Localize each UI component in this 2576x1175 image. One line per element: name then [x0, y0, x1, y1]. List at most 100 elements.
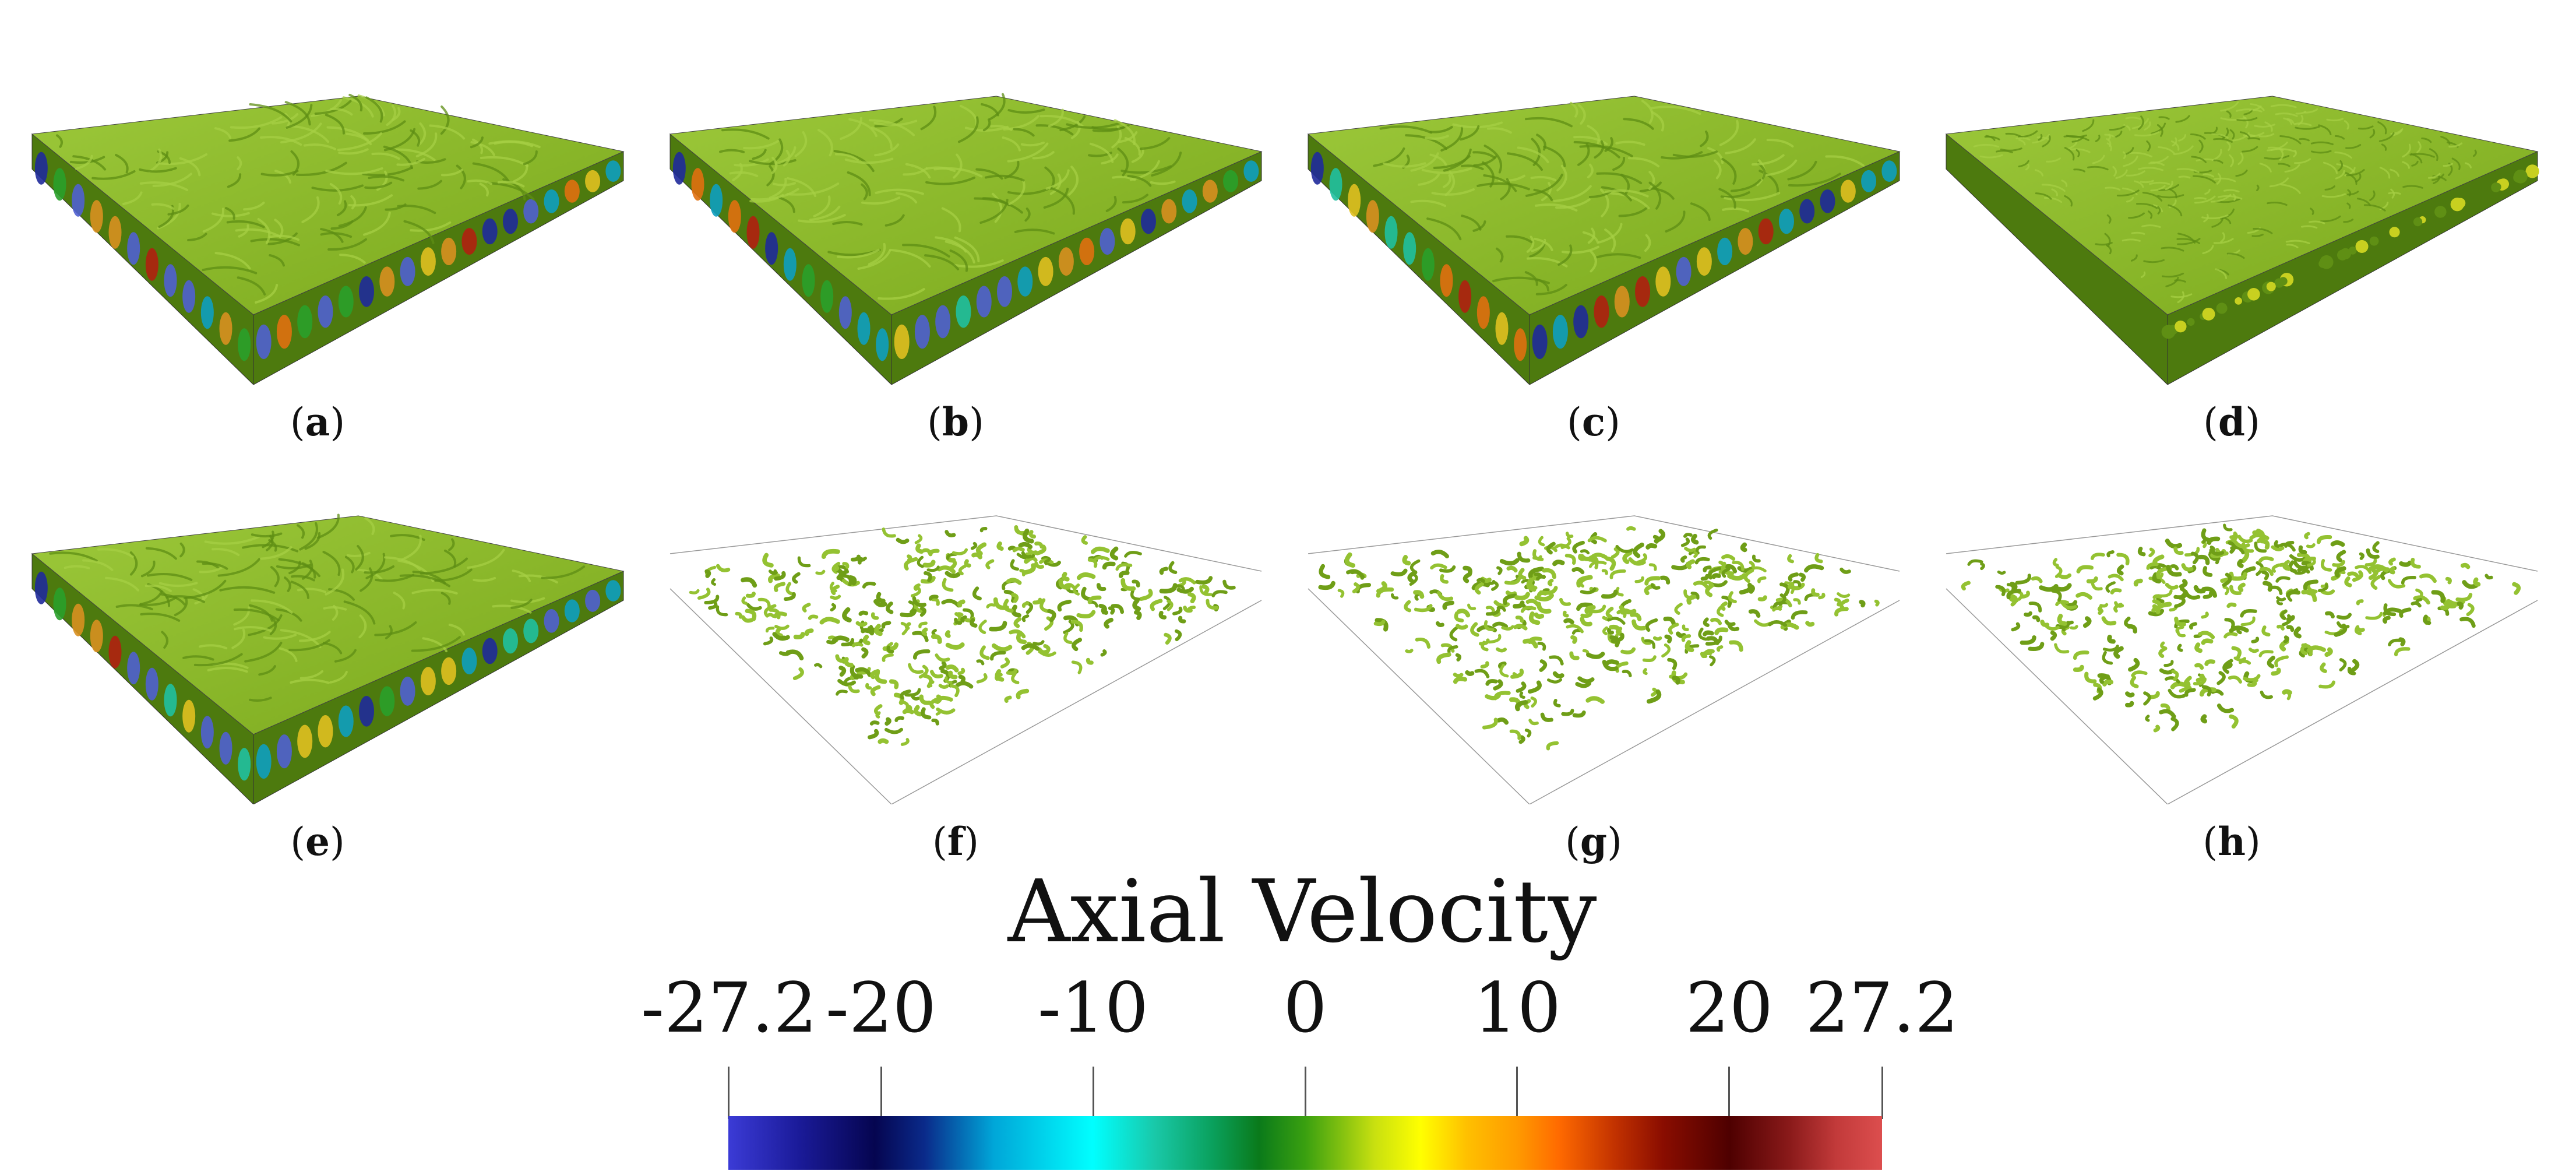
vortex-structure: [2168, 688, 2186, 699]
vortex-structure: [2224, 618, 2235, 629]
vortex-structure: [2113, 603, 2123, 613]
vortex-structure: [1013, 617, 1022, 628]
vortex-cell: [1384, 216, 1398, 249]
vortex-cell: [420, 667, 436, 695]
vortex-cell: [145, 248, 158, 281]
vortex-structure: [2060, 601, 2077, 610]
surface-ridge: [1722, 207, 1750, 213]
vortex-structure: [1439, 565, 1456, 573]
surface-ridge: [284, 576, 291, 592]
vortex-structure: [2216, 671, 2226, 685]
vortex-structure: [1176, 586, 1194, 594]
surface-ridge: [1587, 163, 1594, 178]
vortex-structure: [991, 643, 1013, 652]
surface-ridge: [2324, 185, 2335, 191]
vortex-structure: [1622, 670, 1632, 677]
vortex-structure: [2293, 560, 2310, 570]
surface-ridge: [2335, 170, 2345, 180]
colorbar-tick-label: 20: [1685, 968, 1774, 1048]
surface-ridge: [1730, 178, 1761, 192]
vortex-structure: [835, 654, 847, 663]
surface-ridge: [2108, 133, 2111, 140]
vortex-structure: [2306, 543, 2316, 548]
surface-ridge: [832, 220, 863, 226]
vortex-structure: [2165, 582, 2179, 590]
vortex-structure: [919, 606, 926, 617]
vortex-structure: [1609, 569, 1626, 579]
vortex-structure: [914, 534, 923, 544]
vortex-structure: [1645, 543, 1658, 550]
vortex-structure: [1576, 575, 1593, 588]
surface-ridge: [2443, 163, 2453, 167]
surface-ridge: [2253, 227, 2273, 234]
vortex-cell: [1202, 180, 1218, 203]
surface-ridge: [299, 670, 324, 680]
surface-ridge: [2264, 154, 2290, 160]
vortex-cell: [1799, 199, 1815, 224]
vortex-structure: [1035, 544, 1046, 555]
vortex-structure: [2209, 548, 2225, 556]
surface-ridge: [861, 183, 868, 200]
vortex-structure: [1529, 575, 1538, 590]
surface-ridge: [2177, 238, 2201, 245]
vortex-structure: [1376, 581, 1387, 594]
vortex-structure: [1058, 578, 1071, 590]
surface-ridge: [348, 194, 393, 207]
turbulent-cell: [2247, 287, 2260, 301]
caption-h: (h): [2203, 819, 2261, 864]
surface-ridge: [364, 517, 375, 535]
surface-ridge: [2310, 141, 2334, 146]
vortex-structure: [2194, 663, 2204, 670]
vortex-structure: [958, 564, 967, 576]
vortex-cell: [1348, 184, 1361, 217]
vortex-cell: [1758, 218, 1774, 245]
vortex-cell: [359, 276, 375, 307]
vortex-structure: [2145, 715, 2150, 722]
vortex-cell: [1079, 237, 1095, 266]
vortex-structure: [1211, 590, 1228, 597]
vortex-structure: [900, 621, 909, 635]
vortex-structure: [1650, 687, 1658, 697]
vortex-structure: [1620, 647, 1636, 655]
vortex-structure: [2193, 585, 2206, 594]
surface-ridge: [1596, 253, 1641, 259]
surface-ridge: [1014, 228, 1055, 235]
vortex-cell: [1778, 209, 1794, 234]
turbulent-cell: [2493, 182, 2501, 191]
surface-ridge: [1543, 145, 1566, 167]
surface-ridge: [2215, 268, 2228, 279]
surface-ridge: [2251, 234, 2264, 237]
vortex-structure: [1818, 593, 1826, 600]
vortex-structure: [869, 720, 880, 726]
caption-g: (g): [1565, 819, 1622, 864]
vortex-structure: [1496, 566, 1503, 575]
vortex-cell: [564, 599, 580, 622]
vortex-cell: [482, 218, 498, 245]
vortex-structure: [874, 624, 883, 636]
surface-ridge: [1541, 182, 1552, 202]
surface-ridge: [903, 167, 928, 176]
vortex-structure: [1577, 676, 1595, 684]
surface-ridge: [1605, 189, 1649, 198]
vortex-structure: [1000, 657, 1010, 669]
vortex-cell: [482, 638, 498, 664]
vortex-structure: [1631, 619, 1647, 631]
bounding-box-edge: [1308, 588, 1900, 804]
vortex-structure: [1039, 598, 1051, 613]
vortex-structure: [1668, 622, 1679, 635]
vortex-structure: [2279, 562, 2290, 571]
surface-ridge: [2416, 141, 2422, 153]
vortex-cell: [544, 189, 559, 213]
surface-ridge: [385, 203, 407, 211]
surface-ridge: [297, 588, 327, 593]
vortex-cell: [164, 684, 177, 717]
surface-ridge: [1766, 139, 1794, 148]
vortex-structure: [2056, 573, 2072, 579]
surface-ridge: [771, 156, 778, 174]
vortex-structure: [1130, 589, 1141, 601]
vortex-structure: [2193, 677, 2207, 685]
vortex-structure: [1515, 700, 1528, 712]
vortex-structure: [1611, 632, 1624, 643]
vortex-structure: [882, 527, 896, 538]
surface-ridge: [2213, 238, 2234, 244]
